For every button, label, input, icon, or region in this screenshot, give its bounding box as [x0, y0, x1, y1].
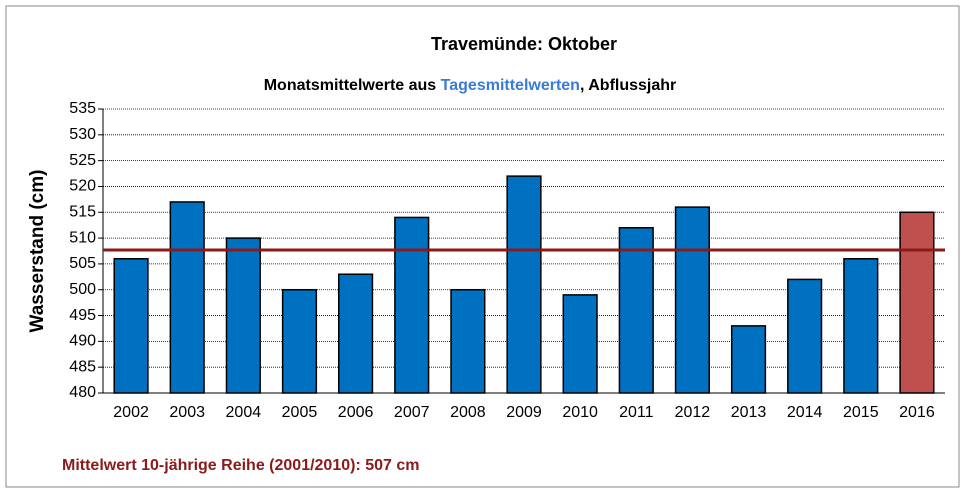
bar	[225, 237, 261, 394]
subtitle-part: Tagesmittelwerten	[441, 77, 580, 94]
x-tick-label: 2007	[394, 404, 430, 421]
x-tick-label: 2002	[113, 404, 149, 421]
x-tick-label: 2012	[675, 404, 711, 421]
x-tick-label: 2005	[282, 404, 318, 421]
chart-frame	[5, 5, 960, 488]
x-tick-label: 2003	[169, 404, 205, 421]
y-tick-label: 535	[69, 100, 96, 117]
y-tick-label: 500	[69, 281, 96, 298]
bar	[618, 227, 654, 394]
bar	[450, 288, 486, 394]
y-tick-label: 480	[69, 384, 96, 401]
x-tick-label: 2014	[787, 404, 823, 421]
y-axis-label: Wasserstand (cm)	[27, 170, 48, 333]
y-tick-label: 510	[69, 229, 96, 246]
x-tick-label: 2016	[899, 404, 935, 421]
bar	[787, 278, 823, 394]
y-tick-label: 515	[69, 203, 96, 220]
x-tick-label: 2015	[843, 404, 879, 421]
bar	[113, 257, 149, 394]
bar	[562, 294, 598, 394]
x-tick-label: 2004	[226, 404, 262, 421]
x-tick-label: 2008	[450, 404, 486, 421]
x-tick-label: 2011	[619, 404, 654, 421]
annotation: Mittelwert 10-jährige Reihe (2001/2010):…	[62, 457, 420, 474]
y-tick-label: 505	[69, 255, 96, 272]
chart-title: Travemünde: Oktober	[431, 34, 617, 54]
y-tick-label: 520	[69, 178, 96, 195]
bar	[843, 257, 879, 394]
bar	[730, 325, 767, 394]
y-tick-label: 490	[69, 333, 96, 350]
y-tick-label: 495	[69, 307, 96, 324]
bar	[506, 175, 542, 394]
x-tick-label: 2006	[338, 404, 374, 421]
x-tick-label: 2009	[506, 404, 542, 421]
x-tick-label: 2010	[562, 404, 598, 421]
bar	[674, 206, 710, 394]
y-tick-label: 485	[69, 358, 96, 375]
chart-subtitle: Monatsmittelwerte aus Tagesmittelwerten,…	[264, 77, 677, 94]
bar	[169, 201, 205, 394]
subtitle-part: , Abflussjahr	[580, 77, 676, 94]
x-tick-label: 2013	[731, 404, 767, 421]
bar	[899, 211, 935, 394]
bar	[394, 216, 430, 394]
y-tick-label: 525	[69, 152, 96, 169]
y-tick-label: 530	[69, 126, 96, 143]
bar	[338, 273, 374, 394]
subtitle-part: Monatsmittelwerte aus	[264, 77, 441, 94]
bar	[281, 288, 318, 394]
